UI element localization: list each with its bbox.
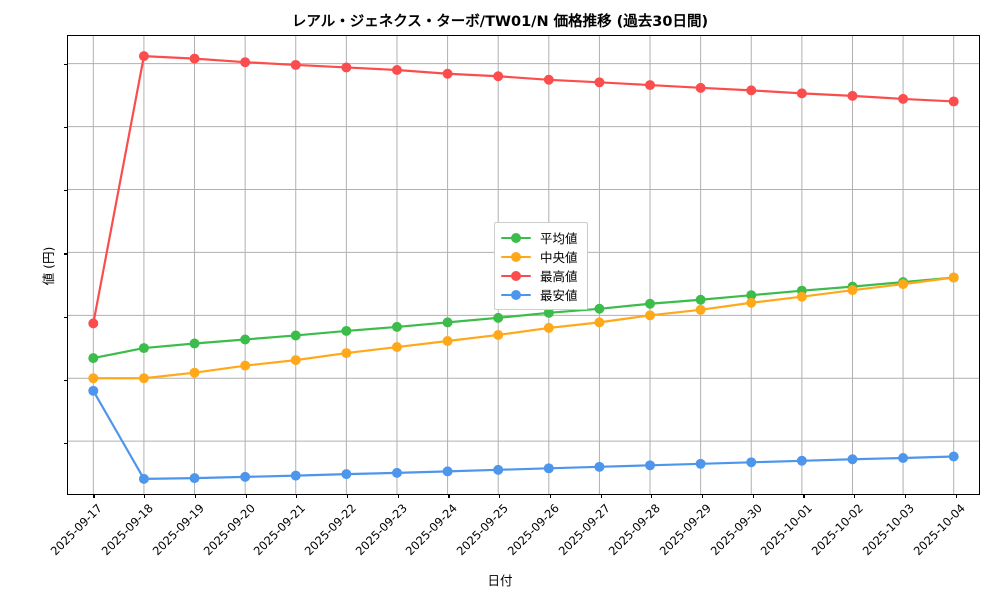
legend-marker-icon (501, 231, 531, 245)
y-tick-mark (64, 316, 68, 318)
x-tick-mark (854, 494, 856, 498)
series-lines (88, 51, 959, 484)
x-tick-mark (803, 494, 805, 498)
x-tick-mark (194, 494, 196, 498)
x-tick-mark (600, 494, 602, 498)
y-tick-mark (64, 63, 68, 65)
legend-item-0[interactable]: 平均値 (501, 228, 578, 247)
y-axis-label: 値 (円) (41, 246, 56, 286)
x-tick-mark (499, 494, 501, 498)
legend-marker-icon (501, 288, 531, 302)
legend-label: 中央値 (540, 250, 578, 265)
x-tick-mark (448, 494, 450, 498)
x-tick-mark (702, 494, 704, 498)
x-tick-mark (346, 494, 349, 498)
x-tick-mark (651, 494, 653, 498)
x-tick-mark (752, 494, 754, 498)
series-1 (88, 272, 959, 384)
x-tick-mark (397, 494, 399, 498)
legend-item-2[interactable]: 最高値 (501, 266, 578, 285)
y-tick-mark (64, 126, 68, 129)
series-2 (88, 51, 959, 329)
legend-item-3[interactable]: 最安値 (501, 285, 578, 304)
chart-legend: 平均値中央値最高値最安値 (494, 222, 588, 310)
plot-area: 値 (円) 2025-09-17 2025-09-18 2025-09-19 2025… (41, 35, 980, 558)
x-tick-mark (245, 494, 247, 498)
legend-item-1[interactable]: 中央値 (501, 247, 578, 266)
legend-label: 最高値 (540, 269, 578, 284)
x-tick-mark (549, 494, 552, 498)
legend-label: 平均値 (540, 231, 578, 246)
legend-marker-icon (501, 250, 531, 264)
x-tick-mark (904, 494, 907, 498)
x-tick-mark (144, 494, 146, 498)
x-tick-mark (955, 494, 957, 498)
legend-label: 最安値 (540, 288, 578, 303)
x-tick-mark (93, 494, 95, 498)
legend-marker-icon (501, 269, 531, 283)
chart-title: レアル・ジェネクス・ターボ/TW01/N 価格推移 (過去30日間) (291, 14, 709, 30)
y-tick-mark (64, 190, 68, 192)
y-tick-mark (64, 442, 68, 445)
y-tick-mark (64, 253, 68, 255)
series-3 (88, 385, 959, 484)
x-axis-label: 日付 (487, 573, 513, 588)
x-tick-mark (296, 494, 298, 498)
y-tick-mark (64, 379, 68, 381)
